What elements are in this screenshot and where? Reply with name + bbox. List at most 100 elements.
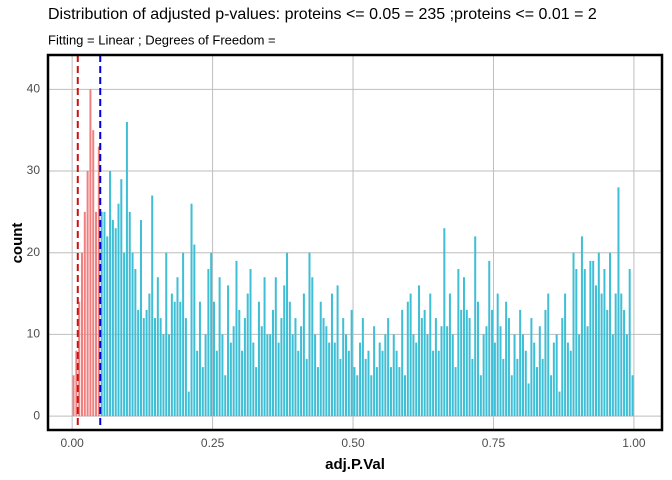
bar [524,350,527,417]
bar [106,236,109,417]
bar [302,293,305,417]
bar [114,228,117,417]
bar [628,269,631,417]
bar [401,309,404,417]
bar [179,301,182,417]
bar [434,318,437,417]
bar [513,334,516,417]
bar [221,334,224,417]
bar [533,342,536,417]
bar [125,121,128,417]
bar [241,350,244,417]
bar [544,309,547,417]
bar [586,326,589,417]
bar [297,350,300,417]
bar [322,318,325,417]
bar [134,269,137,417]
bar [232,326,235,417]
bar [538,326,541,417]
bar [95,211,98,417]
bar [353,367,356,417]
y-tick-label: 10 [27,327,41,341]
bar [277,342,280,417]
chart-title: Distribution of adjusted p-values: prote… [48,6,597,23]
bar [589,260,592,417]
bar [109,171,112,417]
bar [246,293,249,417]
bar [479,375,482,417]
bar [488,260,491,417]
bar [210,252,213,417]
bar [429,293,432,417]
bar [572,252,575,417]
bar [111,220,114,417]
bar [190,203,193,417]
bar [207,269,210,417]
bar [578,334,581,417]
bar [384,334,387,417]
bar [168,334,171,417]
bar [308,252,311,417]
bar [196,350,199,417]
bar [409,293,412,417]
bar [496,293,499,417]
x-tick-label: 0.00 [60,436,84,450]
bar [418,285,421,417]
y-axis-label: count [9,223,26,264]
bar [316,367,319,417]
bar [541,358,544,417]
bar [100,211,103,417]
bar [162,334,165,417]
bar [319,301,322,417]
bar [137,309,140,417]
bar [432,350,435,417]
bar [339,358,342,417]
bar [80,252,83,417]
bar [583,269,586,417]
bar [142,318,145,417]
bar [89,89,92,417]
x-tick-label: 1.00 [622,436,646,450]
bar [375,367,378,417]
bar [269,334,272,417]
bar [555,334,558,417]
bar [345,334,348,417]
bar [603,269,606,417]
bar [614,293,617,417]
bar [249,269,252,417]
bar [594,285,597,417]
bar [328,342,331,417]
bar [156,277,159,417]
bar [145,309,148,417]
bar [170,293,173,417]
bar [502,358,505,417]
bar [154,318,157,417]
bar [260,326,263,417]
x-tick-label: 0.50 [341,436,365,450]
bar [78,301,81,417]
bar [182,252,185,417]
bar [173,301,176,417]
x-tick-label: 0.25 [201,436,225,450]
bar [294,318,297,417]
bar [550,375,553,417]
bar [566,342,569,417]
bar [86,171,89,417]
bar [426,334,429,417]
bar [381,350,384,417]
bar [364,358,367,417]
bar [437,350,440,417]
bar [283,285,286,417]
bar [491,309,494,417]
y-tick-label: 0 [33,408,40,422]
y-tick-label: 40 [27,81,41,95]
bar [482,334,485,417]
bar [569,350,572,417]
bar [406,301,409,417]
bar [359,342,362,417]
bar [201,367,204,417]
bar [350,309,353,417]
bar [493,342,496,417]
bar [311,277,314,417]
bar [412,334,415,417]
